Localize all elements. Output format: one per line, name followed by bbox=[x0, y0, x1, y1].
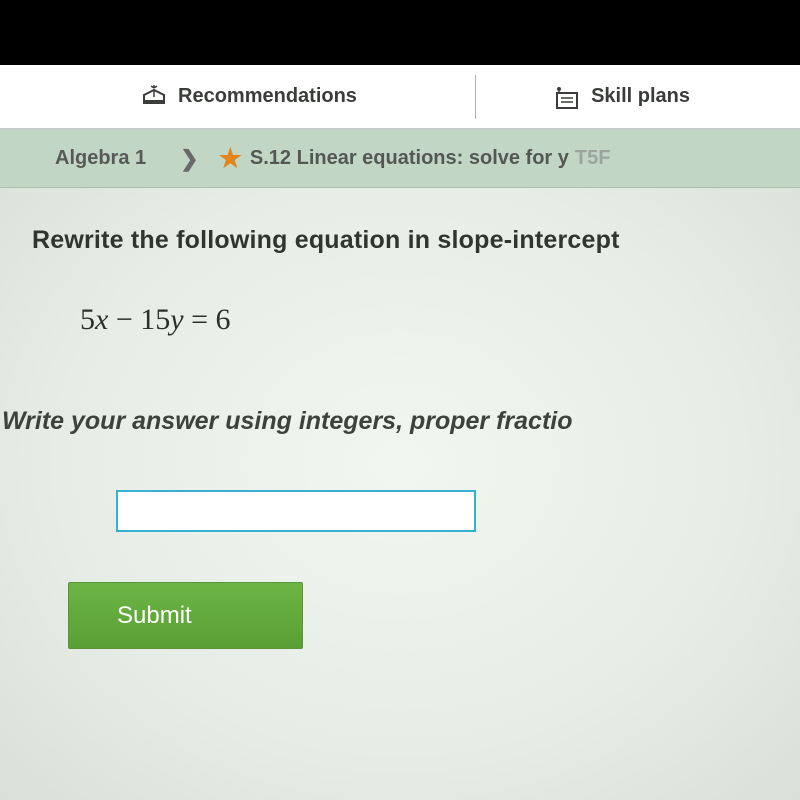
top-black-bar bbox=[0, 0, 800, 65]
breadcrumb-skill[interactable]: S.12 Linear equations: solve for y bbox=[250, 147, 569, 170]
recommendations-icon bbox=[140, 85, 168, 109]
nav-recommendations[interactable]: Recommendations bbox=[140, 85, 357, 109]
eq-op: − bbox=[108, 303, 140, 336]
answer-input[interactable] bbox=[116, 490, 476, 532]
breadcrumb-code: T5F bbox=[575, 147, 611, 170]
eq-coef-b: 15 bbox=[140, 303, 170, 336]
answer-instruction: Write your answer using integers, proper… bbox=[2, 407, 800, 436]
nav-skill-plans[interactable]: Skill plans bbox=[553, 85, 690, 109]
eq-coef-a: 5 bbox=[80, 303, 95, 336]
nav-recommendations-label: Recommendations bbox=[178, 85, 357, 108]
nav-skill-plans-label: Skill plans bbox=[591, 85, 690, 108]
breadcrumb: Algebra 1 ❯ ★ S.12 Linear equations: sol… bbox=[0, 130, 800, 188]
eq-equals: = bbox=[184, 303, 216, 336]
eq-var-y: y bbox=[170, 303, 183, 336]
submit-button[interactable]: Submit bbox=[68, 582, 303, 649]
star-icon: ★ bbox=[219, 143, 242, 174]
nav-divider bbox=[475, 75, 476, 119]
breadcrumb-course[interactable]: Algebra 1 bbox=[55, 147, 146, 170]
top-nav: Recommendations Skill plans bbox=[0, 65, 800, 130]
eq-const: 6 bbox=[216, 303, 231, 336]
question-content: Rewrite the following equation in slope-… bbox=[0, 188, 800, 800]
question-prompt: Rewrite the following equation in slope-… bbox=[32, 226, 800, 255]
skill-plans-icon bbox=[553, 85, 581, 109]
eq-var-x: x bbox=[95, 303, 108, 336]
chevron-right-icon: ❯ bbox=[180, 146, 198, 172]
question-equation: 5x − 15y = 6 bbox=[80, 303, 800, 337]
